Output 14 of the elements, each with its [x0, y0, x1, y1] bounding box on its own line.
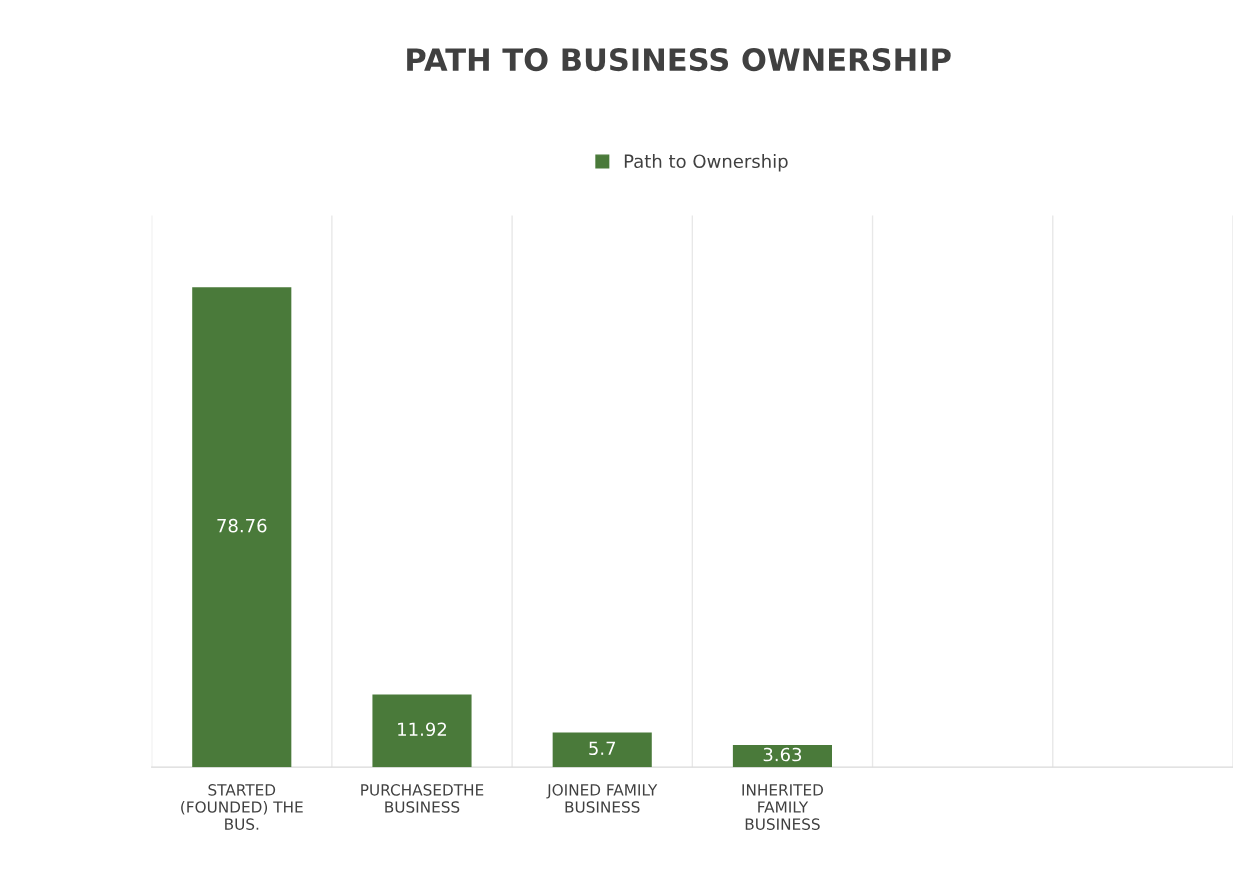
bar — [732, 745, 832, 768]
data-label: 78.76 — [217, 518, 267, 533]
bar — [372, 694, 472, 768]
chart-title: PATH TO BUSINESS OWNERSHIP — [407, 48, 951, 72]
data-label: 11.92 — [398, 722, 447, 737]
data-label: 3.63 — [763, 747, 802, 762]
legend-label: Path to Ownership — [624, 154, 788, 172]
x-tick-label: INHERITED FAMILY BUSINESS — [742, 784, 824, 830]
bar — [552, 732, 652, 768]
x-tick-label: STARTED (FOUNDED) THE BUS. — [181, 784, 303, 830]
data-label: 5.7 — [589, 741, 616, 756]
x-tick-label: JOINED FAMILY BUSINESS — [546, 784, 658, 813]
bar — [192, 287, 292, 768]
x-tick-label: PURCHASEDTHE BUSINESS — [361, 784, 484, 813]
